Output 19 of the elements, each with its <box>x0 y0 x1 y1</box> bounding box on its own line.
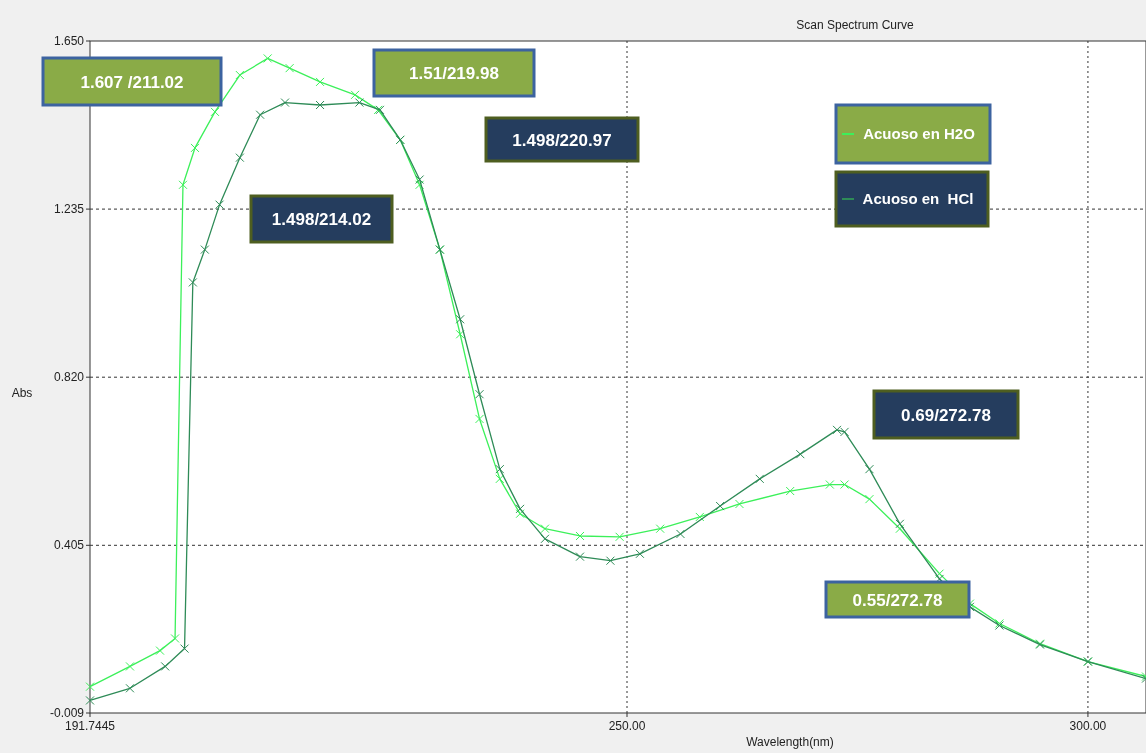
y-axis-title: Abs <box>11 386 33 400</box>
annotation: 0.55/272.78 <box>852 590 943 610</box>
x-tick-label: 191.7445 <box>64 719 116 733</box>
annotation: 1.498/220.97 <box>512 130 612 150</box>
y-tick-label: 0.820 <box>53 370 85 385</box>
y-tick-label: 0.405 <box>53 538 85 553</box>
annotation: 0.69/272.78 <box>901 405 991 425</box>
x-tick-label: 300.00 <box>1069 719 1107 733</box>
x-axis-title: Wavelength(nm) <box>746 735 834 749</box>
legend-label: Acuoso en HCl <box>862 190 974 207</box>
chart-title: Scan Spectrum Curve <box>796 18 915 32</box>
annotation: 1.498/214.02 <box>271 210 372 229</box>
annotation: 1.51/219.98 <box>409 64 499 83</box>
y-tick-label: -0.009 <box>49 706 85 720</box>
x-tick-label: 250.00 <box>608 719 646 733</box>
y-tick-label: 1.235 <box>53 202 85 217</box>
annotation: 1.607 /211.02 <box>80 72 184 92</box>
y-tick-label: 1.650 <box>53 34 85 48</box>
legend-label: Acuoso en H2O <box>863 125 976 142</box>
